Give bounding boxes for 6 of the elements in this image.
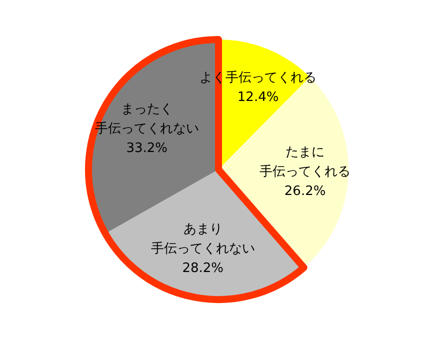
slice-label: たまに手伝ってくれる	[260, 145, 351, 180]
data-label: 28.2%	[182, 260, 224, 276]
slice-label: あまり手伝ってくれない	[150, 222, 255, 256]
data-label: 33.2%	[126, 140, 168, 156]
data-label: 12.4%	[237, 90, 279, 105]
data-label: 26.2%	[284, 184, 326, 200]
